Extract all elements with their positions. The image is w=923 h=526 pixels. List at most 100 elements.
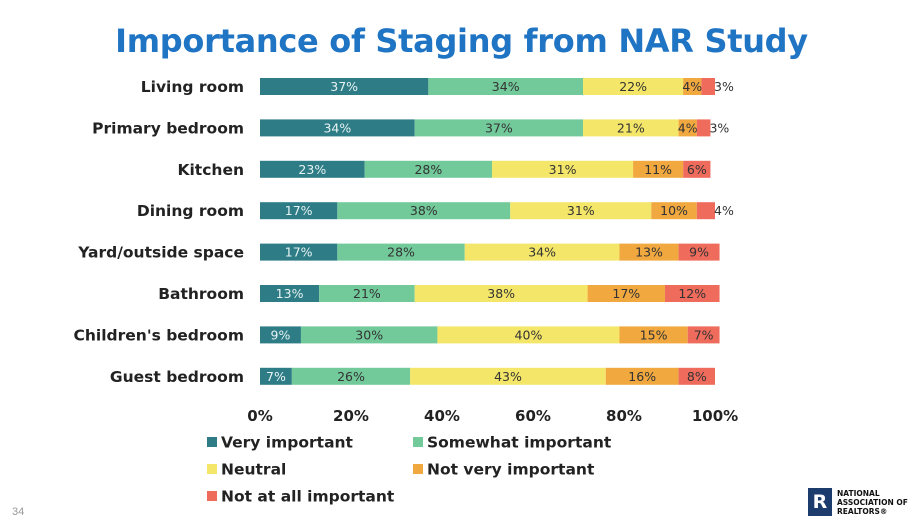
data-label-dining-room-somewhat-important: 38%: [410, 203, 438, 218]
bar-segment-children-s-bedroom-not-at-all-important: [687, 326, 720, 344]
bar-segment-dining-room-not-at-all-important: [696, 202, 715, 220]
bar-segment-primary-bedroom-neutral: [583, 119, 679, 137]
bar-segment-living-room-somewhat-important: [428, 78, 584, 95]
bar-segment-guest-bedroom-not-at-all-important: [678, 367, 715, 385]
legend-swatch-not-at-all-important: [207, 491, 217, 501]
data-label-bathroom-neutral: 38%: [487, 286, 515, 301]
bar-segment-children-s-bedroom-somewhat-important: [300, 326, 438, 344]
logo-line-1: NATIONAL: [837, 489, 880, 498]
data-label-living-room-somewhat-important: 34%: [492, 79, 520, 94]
bar-segment-yard-outside-space-somewhat-important: [337, 243, 465, 261]
bar-segment-guest-bedroom-neutral: [410, 367, 606, 385]
data-label-living-room-very-important: 37%: [330, 79, 358, 94]
stacked-bar-chart: Living room 37% 34% 22% 4% 3% Primary bedroom 3…: [74, 78, 738, 506]
bar-segment-guest-bedroom-very-important: [260, 367, 292, 385]
bar-segment-children-s-bedroom-very-important: [260, 326, 301, 344]
bar-segment-yard-outside-space-not-at-all-important: [678, 243, 720, 261]
x-tick-label-100: 100%: [692, 407, 738, 425]
data-label-children-s-bedroom-neutral: 40%: [515, 327, 543, 342]
category-label-bathroom: Bathroom: [158, 285, 244, 303]
data-label-children-s-bedroom-not-at-all-important: 7%: [694, 327, 714, 342]
x-tick-label-80: 80%: [606, 407, 642, 425]
data-label-kitchen-not-at-all-important: 6%: [687, 162, 707, 177]
category-label-living-room: Living room: [141, 78, 244, 96]
data-label-kitchen-not-very-important: 11%: [644, 162, 672, 177]
bar-segment-kitchen-very-important: [260, 160, 365, 178]
data-label-living-room-neutral: 22%: [619, 79, 647, 94]
bar-segment-kitchen-neutral: [492, 160, 634, 178]
data-label-primary-bedroom-not-very-important: 4%: [678, 120, 698, 135]
page-number: 34: [12, 506, 25, 518]
data-label-kitchen-very-important: 23%: [298, 162, 326, 177]
bar-segment-bathroom-not-very-important: [587, 285, 665, 302]
page-title: Importance of Staging from NAR Study: [115, 22, 808, 60]
bar-segment-primary-bedroom-very-important: [260, 119, 415, 137]
nar-logo: R NATIONAL ASSOCIATION OF REALTORS®: [808, 488, 918, 518]
legend-swatch-very-important: [207, 437, 217, 447]
data-label-dining-room-not-at-all-important: 4%: [714, 203, 734, 218]
data-label-yard-outside-space-not-at-all-important: 9%: [689, 245, 709, 260]
data-label-dining-room-not-very-important: 10%: [660, 203, 688, 218]
bar-segment-guest-bedroom-somewhat-important: [291, 367, 411, 385]
data-label-primary-bedroom-not-at-all-important: 3%: [709, 120, 729, 135]
legend-swatch-neutral: [207, 464, 217, 474]
category-label-primary-bedroom: Primary bedroom: [92, 119, 244, 137]
legend-label-very-important: Very important: [221, 434, 354, 452]
bar-segment-yard-outside-space-very-important: [260, 243, 338, 261]
realtor-r-icon: R: [808, 488, 832, 516]
logo-line-2: ASSOCIATION OF: [837, 498, 908, 507]
bar-segment-living-room-not-at-all-important: [701, 78, 715, 95]
bar-segment-living-room-not-very-important: [683, 78, 702, 95]
data-label-primary-bedroom-neutral: 21%: [617, 120, 645, 135]
bar-segment-dining-room-very-important: [260, 202, 338, 220]
bar-segment-kitchen-somewhat-important: [364, 160, 493, 178]
bar-segment-primary-bedroom-not-very-important: [678, 119, 697, 137]
legend-swatch-not-very-important: [413, 464, 423, 474]
category-label-kitchen: Kitchen: [177, 161, 244, 179]
legend-label-not-at-all-important: Not at all important: [221, 488, 395, 506]
bar-segment-bathroom-very-important: [260, 285, 320, 302]
data-label-primary-bedroom-very-important: 34%: [323, 120, 351, 135]
bar-segment-dining-room-not-very-important: [651, 202, 697, 220]
data-label-dining-room-very-important: 17%: [285, 203, 313, 218]
data-label-bathroom-not-at-all-important: 12%: [678, 286, 706, 301]
data-label-children-s-bedroom-very-important: 9%: [271, 327, 291, 342]
category-label-dining-room: Dining room: [137, 202, 244, 220]
bar-segment-yard-outside-space-neutral: [464, 243, 620, 261]
data-label-yard-outside-space-very-important: 17%: [285, 245, 313, 260]
data-label-guest-bedroom-somewhat-important: 26%: [337, 369, 365, 384]
data-label-kitchen-neutral: 31%: [549, 162, 577, 177]
bar-segment-bathroom-somewhat-important: [319, 285, 415, 302]
bar-segment-guest-bedroom-not-very-important: [605, 367, 679, 385]
legend-label-not-very-important: Not very important: [427, 461, 595, 479]
bar-segment-children-s-bedroom-not-very-important: [619, 326, 688, 344]
bar-segment-children-s-bedroom-neutral: [437, 326, 620, 344]
data-label-yard-outside-space-neutral: 34%: [528, 245, 556, 260]
data-label-guest-bedroom-neutral: 43%: [494, 369, 522, 384]
bar-segment-bathroom-neutral: [414, 285, 588, 302]
bar-segment-kitchen-not-very-important: [633, 160, 684, 178]
data-label-dining-room-neutral: 31%: [567, 203, 595, 218]
data-label-living-room-not-at-all-important: 3%: [714, 79, 734, 94]
data-label-bathroom-somewhat-important: 21%: [353, 286, 381, 301]
bar-segment-living-room-neutral: [583, 78, 684, 95]
bar-segment-primary-bedroom-not-at-all-important: [696, 119, 711, 137]
bar-segment-living-room-very-important: [260, 78, 429, 95]
data-label-yard-outside-space-somewhat-important: 28%: [387, 245, 415, 260]
x-tick-label-0: 0%: [247, 407, 272, 425]
bar-segment-yard-outside-space-not-very-important: [619, 243, 679, 261]
logo-line-3: REALTORS®: [837, 507, 888, 516]
chart-panel: Living room 37% 34% 22% 4% 3% Primary bedroom 3…: [66, 66, 766, 519]
x-tick-label-20: 20%: [333, 407, 369, 425]
data-label-guest-bedroom-very-important: 7%: [266, 369, 286, 384]
data-label-bathroom-not-very-important: 17%: [612, 286, 640, 301]
legend-swatch-somewhat-important: [413, 437, 423, 447]
data-label-children-s-bedroom-not-very-important: 15%: [640, 327, 668, 342]
category-label-children-s-bedroom: Children's bedroom: [74, 326, 245, 344]
x-tick-label-40: 40%: [424, 407, 460, 425]
data-label-primary-bedroom-somewhat-important: 37%: [485, 120, 513, 135]
legend-label-neutral: Neutral: [221, 461, 286, 479]
data-label-living-room-not-very-important: 4%: [682, 79, 702, 94]
data-label-guest-bedroom-not-at-all-important: 8%: [687, 369, 707, 384]
data-label-bathroom-very-important: 13%: [276, 286, 304, 301]
